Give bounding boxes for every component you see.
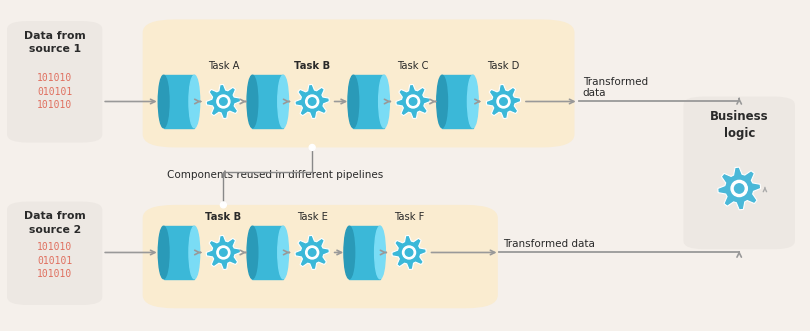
- Ellipse shape: [378, 75, 390, 128]
- Ellipse shape: [407, 95, 420, 108]
- Ellipse shape: [217, 246, 230, 259]
- Ellipse shape: [309, 98, 316, 105]
- Text: Business
logic: Business logic: [710, 110, 769, 140]
- Text: Data from
source 2: Data from source 2: [23, 212, 86, 235]
- Text: Task D: Task D: [488, 61, 520, 71]
- Ellipse shape: [735, 184, 744, 193]
- Ellipse shape: [278, 75, 288, 128]
- Ellipse shape: [305, 246, 318, 259]
- Ellipse shape: [158, 226, 169, 279]
- Ellipse shape: [437, 75, 447, 128]
- Text: Task F: Task F: [394, 212, 424, 222]
- Polygon shape: [718, 167, 761, 210]
- Ellipse shape: [309, 145, 315, 150]
- Ellipse shape: [247, 226, 258, 279]
- FancyBboxPatch shape: [7, 202, 102, 305]
- Ellipse shape: [217, 95, 230, 108]
- Text: 101010
010101
101010: 101010 010101 101010: [37, 242, 72, 279]
- Ellipse shape: [305, 95, 318, 108]
- Ellipse shape: [405, 249, 413, 256]
- Ellipse shape: [158, 75, 169, 128]
- Text: Components reused in different pipelines: Components reused in different pipelines: [167, 170, 383, 180]
- Ellipse shape: [247, 75, 258, 128]
- Polygon shape: [486, 84, 521, 118]
- Text: Task A: Task A: [207, 61, 239, 71]
- Text: Data from
source 1: Data from source 1: [23, 31, 86, 54]
- Ellipse shape: [220, 202, 226, 208]
- Ellipse shape: [731, 180, 748, 197]
- Polygon shape: [207, 235, 241, 269]
- Bar: [253, 75, 284, 128]
- Polygon shape: [396, 84, 430, 118]
- Polygon shape: [207, 84, 241, 118]
- Text: Task B: Task B: [294, 61, 330, 71]
- Ellipse shape: [189, 226, 200, 279]
- Text: Task E: Task E: [296, 212, 327, 222]
- FancyBboxPatch shape: [143, 20, 574, 147]
- Text: Transformed data: Transformed data: [504, 239, 595, 249]
- Bar: [442, 75, 473, 128]
- Polygon shape: [392, 235, 426, 269]
- Ellipse shape: [344, 226, 355, 279]
- Ellipse shape: [500, 98, 507, 105]
- Text: Transformed
data: Transformed data: [582, 76, 648, 98]
- Bar: [353, 75, 384, 128]
- Ellipse shape: [374, 226, 386, 279]
- Text: 101010
010101
101010: 101010 010101 101010: [37, 73, 72, 110]
- Polygon shape: [295, 84, 330, 118]
- Text: Task C: Task C: [398, 61, 428, 71]
- Bar: [164, 226, 194, 279]
- Ellipse shape: [467, 75, 478, 128]
- Polygon shape: [295, 235, 330, 269]
- Bar: [253, 226, 284, 279]
- Ellipse shape: [220, 98, 227, 105]
- Ellipse shape: [278, 226, 288, 279]
- Ellipse shape: [309, 249, 316, 256]
- Ellipse shape: [220, 249, 227, 256]
- FancyBboxPatch shape: [684, 97, 795, 249]
- Bar: [164, 75, 194, 128]
- Ellipse shape: [348, 75, 359, 128]
- Ellipse shape: [189, 75, 200, 128]
- Bar: [349, 226, 380, 279]
- Ellipse shape: [403, 246, 416, 259]
- FancyBboxPatch shape: [7, 21, 102, 143]
- Ellipse shape: [497, 95, 510, 108]
- Text: Task B: Task B: [205, 212, 241, 222]
- FancyBboxPatch shape: [143, 205, 498, 308]
- Ellipse shape: [409, 98, 417, 105]
